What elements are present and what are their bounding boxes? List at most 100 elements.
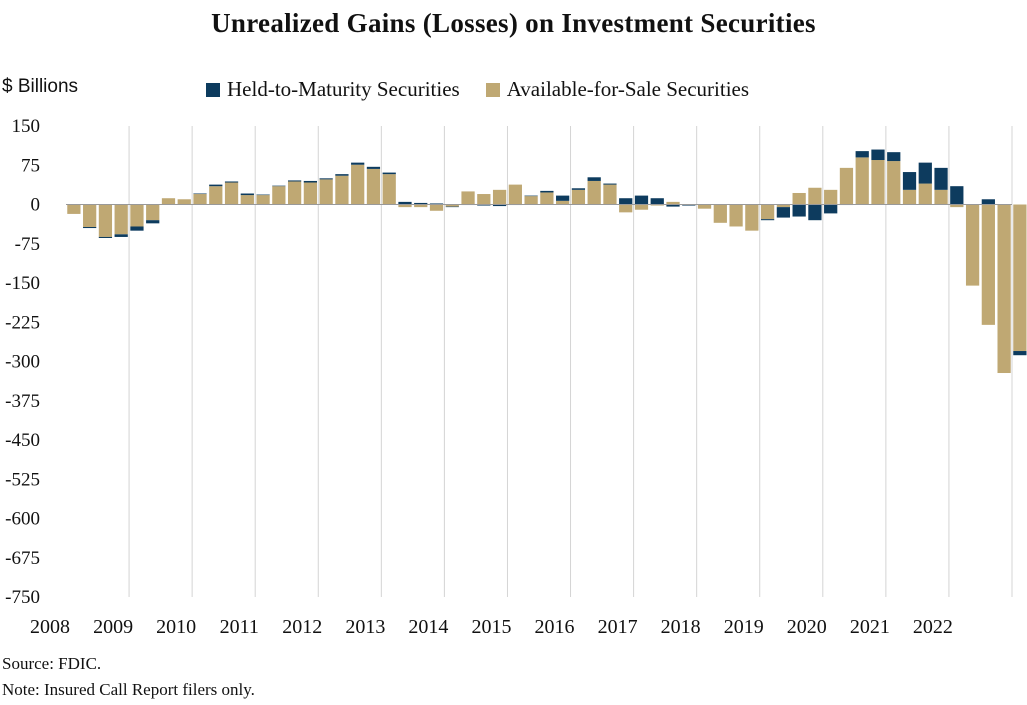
bar-afs (603, 184, 617, 205)
bar-afs (950, 204, 964, 208)
bar-afs (414, 204, 428, 208)
bar-htm (776, 207, 791, 218)
bar-afs (351, 164, 365, 205)
y-tick-label: -675 (5, 548, 40, 569)
bar-afs (335, 175, 349, 205)
bar-afs (650, 204, 664, 206)
bar-afs (445, 204, 459, 207)
bar-htm (666, 204, 680, 207)
x-tick-label: 2015 (471, 616, 511, 638)
y-tick-label: 0 (31, 195, 41, 216)
bar-afs (981, 204, 995, 325)
bar-htm (981, 199, 995, 205)
bar-afs (666, 201, 680, 205)
bar-htm (429, 203, 444, 205)
bar-htm (130, 226, 144, 231)
bar-htm (634, 195, 649, 205)
x-tick-label: 2011 (220, 616, 259, 638)
bar-afs (146, 204, 160, 221)
bar-afs (492, 189, 507, 205)
bar-htm (240, 193, 254, 196)
bar-htm (492, 204, 507, 207)
bar-htm (887, 152, 901, 162)
bar-htm (760, 219, 775, 221)
bar-htm (792, 204, 806, 217)
bar-htm (256, 194, 270, 196)
bar-afs (193, 194, 207, 205)
legend-swatch-afs (485, 82, 500, 97)
x-tick-label: 2012 (282, 616, 322, 638)
bar-afs (808, 187, 822, 205)
bar-afs (161, 198, 176, 205)
bar-afs (713, 204, 727, 223)
bar-afs (272, 186, 286, 205)
bar-htm (682, 204, 696, 206)
footnote: Note: Insured Call Report filers only. (2, 680, 255, 699)
bar-afs (776, 204, 791, 208)
x-tick-label: 2014 (408, 616, 448, 638)
bar-htm (414, 202, 428, 205)
bar-htm (824, 204, 838, 214)
bar-afs (792, 192, 806, 205)
x-tick-label: 2013 (345, 616, 385, 638)
bar-htm (382, 172, 396, 175)
bar-afs (634, 204, 649, 210)
bar-htm (619, 198, 633, 205)
bar-afs (997, 204, 1011, 374)
y-tick-label: -75 (15, 234, 40, 255)
bar-htm (303, 180, 318, 183)
bar-htm (934, 167, 948, 190)
bar-afs (177, 199, 191, 205)
y-tick-label: -300 (5, 352, 40, 373)
bar-afs (240, 195, 254, 205)
x-tick-label: 2020 (787, 616, 827, 638)
bar-afs (887, 161, 901, 205)
bar-afs (382, 174, 396, 205)
bar-afs (287, 181, 302, 205)
bar-htm (335, 174, 349, 176)
bar-afs (871, 160, 885, 205)
x-tick-label: 2018 (661, 616, 701, 638)
bar-afs (98, 204, 113, 237)
bar-htm (319, 178, 333, 180)
bar-afs (224, 182, 239, 205)
bar-afs (571, 189, 586, 205)
x-tick-label: 2010 (156, 616, 196, 638)
bar-htm (650, 198, 664, 205)
bar-htm (193, 193, 207, 195)
bar-afs (760, 204, 775, 220)
chart-title: Unrealized Gains (Losses) on Investment … (211, 8, 816, 38)
bar-htm (571, 188, 586, 190)
bar-afs (524, 196, 538, 205)
bar-afs (729, 204, 743, 227)
bar-afs (619, 204, 633, 213)
bar-htm (209, 184, 223, 187)
bar-htm (540, 190, 554, 193)
bar-htm (950, 186, 964, 205)
bar-afs (697, 204, 712, 209)
bar-htm (587, 177, 601, 181)
x-tick-label: 2016 (535, 616, 575, 638)
bar-htm (287, 180, 302, 182)
bar-afs (1013, 204, 1027, 352)
bar-htm (556, 195, 570, 201)
bar-afs (83, 204, 97, 228)
bar-htm (445, 206, 459, 208)
bar-htm (918, 162, 932, 184)
x-tick-label: 2009 (93, 616, 133, 638)
x-tick-label: 2017 (598, 616, 638, 638)
bar-afs (745, 204, 759, 231)
bar-htm (98, 236, 113, 238)
bar-htm (902, 172, 917, 190)
bar-htm (603, 183, 617, 185)
bar-afs (918, 183, 932, 205)
legend-item-htm: Held-to-Maturity Securities (206, 77, 460, 102)
bar-afs (902, 189, 917, 205)
x-tick-label: 2008 (30, 616, 70, 638)
x-tick-label: 2022 (913, 616, 953, 638)
y-tick-label: 150 (12, 116, 41, 137)
bar-htm (524, 195, 538, 197)
legend-item-afs: Available-for-Sale Securities (485, 77, 749, 102)
legend: Held-to-Maturity Securities Available-fo… (206, 77, 775, 102)
bar-afs (256, 195, 270, 205)
